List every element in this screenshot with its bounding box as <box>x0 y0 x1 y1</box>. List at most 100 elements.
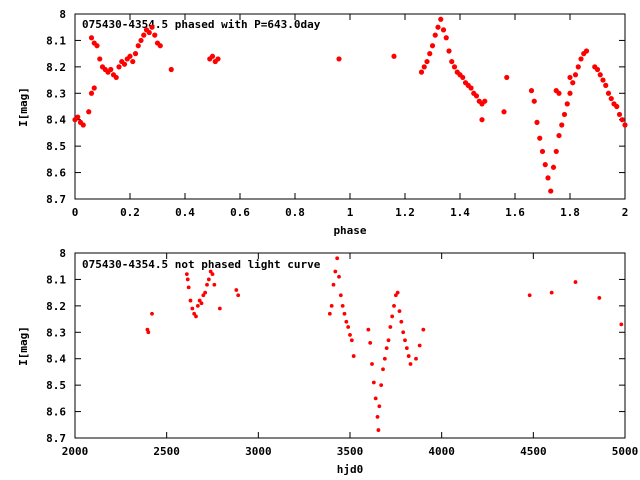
x-tick-label: 1.4 <box>450 206 470 219</box>
data-point <box>94 43 100 49</box>
data-point <box>395 290 400 295</box>
data-point <box>376 428 381 432</box>
data-point <box>199 301 204 306</box>
data-point <box>556 90 562 96</box>
x-tick-label: 0 <box>72 206 79 219</box>
data-point <box>138 37 144 44</box>
data-point <box>572 72 579 78</box>
x-axis-label: hjd0 <box>337 463 364 476</box>
x-tick-label: 1.8 <box>560 206 580 219</box>
data-point <box>91 85 97 91</box>
data-point <box>348 333 352 337</box>
y-tick-label: 8.2 <box>46 61 66 74</box>
data-point <box>460 74 466 81</box>
data-point <box>80 122 86 128</box>
phased-light-curve-panel: 075430-4354.5 phased with P=643.0day pha… <box>17 8 628 237</box>
x-tick-label: 4000 <box>428 445 455 458</box>
data-point <box>451 64 458 70</box>
data-point <box>479 117 485 123</box>
data-point <box>583 48 590 54</box>
y-tick-label: 8.1 <box>46 34 66 47</box>
y-tick-label: 8.5 <box>46 379 66 392</box>
data-point <box>556 132 562 139</box>
data-point <box>141 32 147 38</box>
data-point <box>205 282 209 287</box>
data-point <box>217 306 222 311</box>
data-point <box>443 35 449 41</box>
data-point <box>336 56 342 62</box>
data-point <box>449 58 455 65</box>
data-point <box>368 340 373 345</box>
y-axis-label: I[mag] <box>17 326 30 366</box>
y-tick-label: 8.6 <box>46 167 66 180</box>
data-point <box>377 404 382 409</box>
data-point <box>208 269 213 274</box>
x-tick-label: 2000 <box>62 445 89 458</box>
data-point <box>75 114 81 120</box>
data-point <box>619 117 625 123</box>
y-tick-label: 8.7 <box>46 432 66 445</box>
x-tick-label: 0.6 <box>230 206 250 219</box>
data-point <box>542 162 548 168</box>
data-point <box>597 72 603 78</box>
y-tick-label: 8.5 <box>46 140 66 153</box>
data-point <box>391 53 397 59</box>
data-point <box>375 414 380 419</box>
data-point <box>429 43 436 49</box>
data-point <box>201 293 206 298</box>
data-point <box>401 330 406 335</box>
data-point <box>417 343 422 348</box>
data-point <box>340 303 345 308</box>
data-point <box>421 64 427 70</box>
data-point <box>539 148 546 155</box>
data-point <box>335 256 340 261</box>
data-point <box>397 309 402 314</box>
data-point <box>567 90 573 96</box>
data-point <box>403 338 407 343</box>
data-point <box>88 90 95 96</box>
data-point <box>342 311 347 316</box>
data-point <box>157 43 163 49</box>
data-point <box>206 277 211 282</box>
data-point <box>381 367 385 372</box>
axis-ticks: 2000 2500 3000 3500 4000 4500 5000 8 8.1 8.2 8.3 8.… <box>46 247 638 458</box>
data-point <box>113 74 119 81</box>
x-tick-label: 2 <box>622 206 629 219</box>
data-point <box>337 274 341 279</box>
data-point <box>333 269 338 274</box>
data-point <box>406 354 411 358</box>
data-point <box>86 109 92 115</box>
data-point <box>135 43 141 49</box>
axis-ticks: 0 0.2 0.4 0.6 0.8 1 1.2 1.4 1.6 1.8 2 8 8.1 8.2 8.3 8.4… <box>46 8 628 219</box>
data-point <box>351 354 356 358</box>
data-point <box>146 330 151 335</box>
data-point <box>473 93 480 99</box>
data-point <box>184 272 189 277</box>
data-point <box>440 27 447 33</box>
data-point <box>418 69 425 75</box>
data-point <box>605 90 612 96</box>
data-point <box>329 303 334 308</box>
data-point <box>482 98 488 104</box>
data-point <box>597 296 602 300</box>
y-axis-label: I[mag] <box>17 87 30 127</box>
data-point <box>446 48 452 54</box>
data-point <box>344 319 349 324</box>
data-point <box>116 64 122 70</box>
data-point <box>527 293 532 298</box>
data-point <box>194 314 198 319</box>
data-point <box>338 293 343 298</box>
data-point <box>399 319 404 324</box>
data-point <box>209 53 216 59</box>
data-point <box>567 74 573 81</box>
data-point <box>600 77 606 83</box>
data-point <box>578 56 584 62</box>
y-tick-label: 8.3 <box>46 87 66 100</box>
data-point <box>366 327 371 332</box>
unphased-light-curve-panel: 075430-4354.5 not phased light curve hjd… <box>17 247 638 476</box>
data-point <box>548 188 554 194</box>
data-point <box>130 58 136 65</box>
y-tick-label: 8.1 <box>46 273 66 286</box>
data-point <box>379 383 384 388</box>
data-point <box>382 356 387 361</box>
